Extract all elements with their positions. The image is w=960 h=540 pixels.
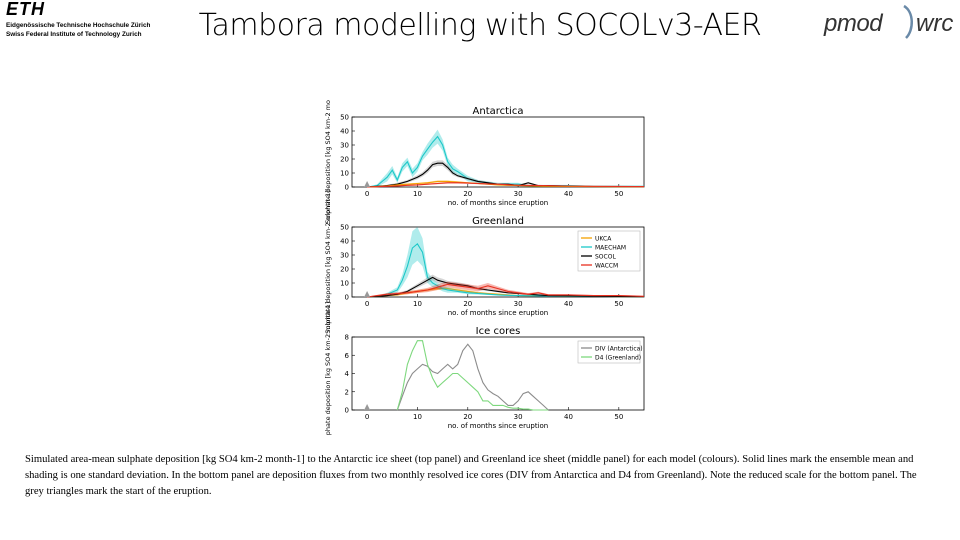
greenland-xtick-label: 10	[413, 300, 422, 308]
antarctica-ytick-label: 40	[340, 128, 349, 136]
ice-cores-xtick-label: 20	[463, 413, 472, 421]
ice-cores-div-antarctica-line	[396, 343, 549, 411]
greenland-socol-band	[367, 274, 644, 297]
ice-cores-xtick-label: 40	[564, 413, 573, 421]
ice-cores-xtick-label: 50	[614, 413, 623, 421]
ice-cores-xtick-label: 10	[413, 413, 422, 421]
figure-caption: Simulated area-mean sulphate deposition …	[25, 454, 917, 497]
antarctica-xlabel: no. of months since eruption	[448, 199, 549, 207]
greenland-legend-label: WACCM	[595, 262, 618, 269]
greenland-maecham-band	[367, 227, 644, 297]
greenland-socol-line	[367, 276, 645, 298]
greenland-title: Greenland	[472, 216, 524, 227]
ice-cores-xtick-label: 30	[514, 413, 523, 421]
greenland-maecham-line	[367, 242, 644, 298]
greenland-xtick-label: 40	[564, 300, 573, 308]
greenland-waccm-line	[367, 283, 645, 298]
antarctica-xtick-label: 10	[413, 190, 422, 198]
ice-cores-panel: Ice cores 0 10 20 30 40 50 0 2 4 6 8 no. of months s…	[324, 302, 645, 435]
antarctica-waccm-line	[367, 182, 645, 188]
antarctica-ytick-label: 10	[340, 170, 349, 178]
greenland-ytick-label: 50	[340, 224, 349, 232]
eth-logo-line2: Swiss Federal Institute of Technology Zu…	[6, 31, 142, 38]
antarctica-eruption-marker	[364, 181, 371, 187]
greenland-ytick-label: 20	[340, 266, 349, 274]
ice-cores-eruption-marker	[364, 404, 371, 410]
pmod-wrc-logo: pmod wrc	[820, 4, 960, 44]
wrc-logo-text: wrc	[916, 10, 954, 37]
eth-logo-word: ETH	[6, 0, 45, 19]
ice-cores-xlabel: no. of months since eruption	[448, 422, 549, 430]
greenland-ylabel: Sulphate deposition [kg SO4 km-2 month-1…	[324, 190, 332, 334]
ice-cores-d4-greenland-line	[396, 340, 549, 411]
eth-logo-line1: Eidgenössische Technische Hochschule Zür…	[6, 22, 151, 29]
eth-logo: ETH Eidgenössische Technische Hochschule…	[2, 0, 172, 42]
ice-cores-xtick-label: 0	[365, 413, 369, 421]
ice-cores-ytick-label: 8	[345, 334, 349, 342]
greenland-xlabel: no. of months since eruption	[448, 309, 549, 317]
greenland-ytick-label: 10	[340, 280, 349, 288]
antarctica-panel: Antarctica 0 10 20 30 40 50 0 10 20 30 40 50 no. of m…	[324, 100, 645, 224]
antarctica-ytick-label: 50	[340, 114, 349, 122]
ice-cores-legend-label: DIV (Antarctica)	[595, 345, 643, 352]
antarctica-ytick-label: 30	[340, 142, 349, 150]
greenland-legend-label: SOCOL	[595, 253, 616, 260]
ice-cores-legend-box	[577, 340, 641, 364]
ice-cores-ytick-label: 0	[345, 407, 349, 415]
slide-title: Tambora modelling with SOCOLv3-AER	[198, 8, 762, 43]
greenland-xtick-label: 0	[365, 300, 369, 308]
antarctica-xtick-label: 30	[514, 190, 523, 198]
ice-cores-legend-label: D4 (Greenland)	[595, 354, 641, 361]
pmod-logo-text: pmod	[824, 10, 883, 37]
antarctica-xtick-label: 20	[463, 190, 472, 198]
greenland-eruption-marker	[364, 291, 371, 297]
ice-cores-title: Ice cores	[476, 326, 521, 337]
ice-cores-ytick-label: 4	[345, 370, 350, 378]
antarctica-ytick-label: 0	[345, 184, 349, 192]
greenland-xtick-label: 50	[614, 300, 623, 308]
greenland-ytick-label: 30	[340, 252, 349, 260]
ice-cores-ylabel: Sulphate deposition [kg SO4 km-2 month-1…	[324, 302, 332, 435]
antarctica-xtick-label: 40	[564, 190, 573, 198]
greenland-ukca-band	[367, 287, 644, 297]
antarctica-axes-frame	[351, 116, 645, 188]
antarctica-maecham-band	[367, 129, 644, 187]
greenland-waccm-band	[367, 281, 644, 297]
greenland-panel: Greenland 0 10 20 30 40 50 0 10 20 30 40 50 no. of mo…	[324, 190, 645, 334]
greenland-xtick-label: 30	[514, 300, 523, 308]
antarctica-xtick-label: 50	[614, 190, 623, 198]
ice-cores-ytick-label: 6	[345, 352, 350, 360]
antarctica-ytick-label: 20	[340, 156, 349, 164]
greenland-ytick-label: 40	[340, 238, 349, 246]
antarctica-ylabel: Sulphate deposition [kg SO4 km-2 month-1…	[324, 100, 332, 224]
logo-swoosh-icon	[903, 4, 913, 39]
greenland-ytick-label: 0	[345, 294, 349, 302]
antarctica-xtick-label: 0	[365, 190, 369, 198]
greenland-legend-label: UKCA	[595, 235, 612, 242]
ice-cores-ytick-label: 2	[345, 388, 349, 396]
antarctica-title: Antarctica	[473, 106, 524, 117]
greenland-legend-label: MAECHAM	[595, 244, 626, 251]
greenland-xtick-label: 20	[463, 300, 472, 308]
